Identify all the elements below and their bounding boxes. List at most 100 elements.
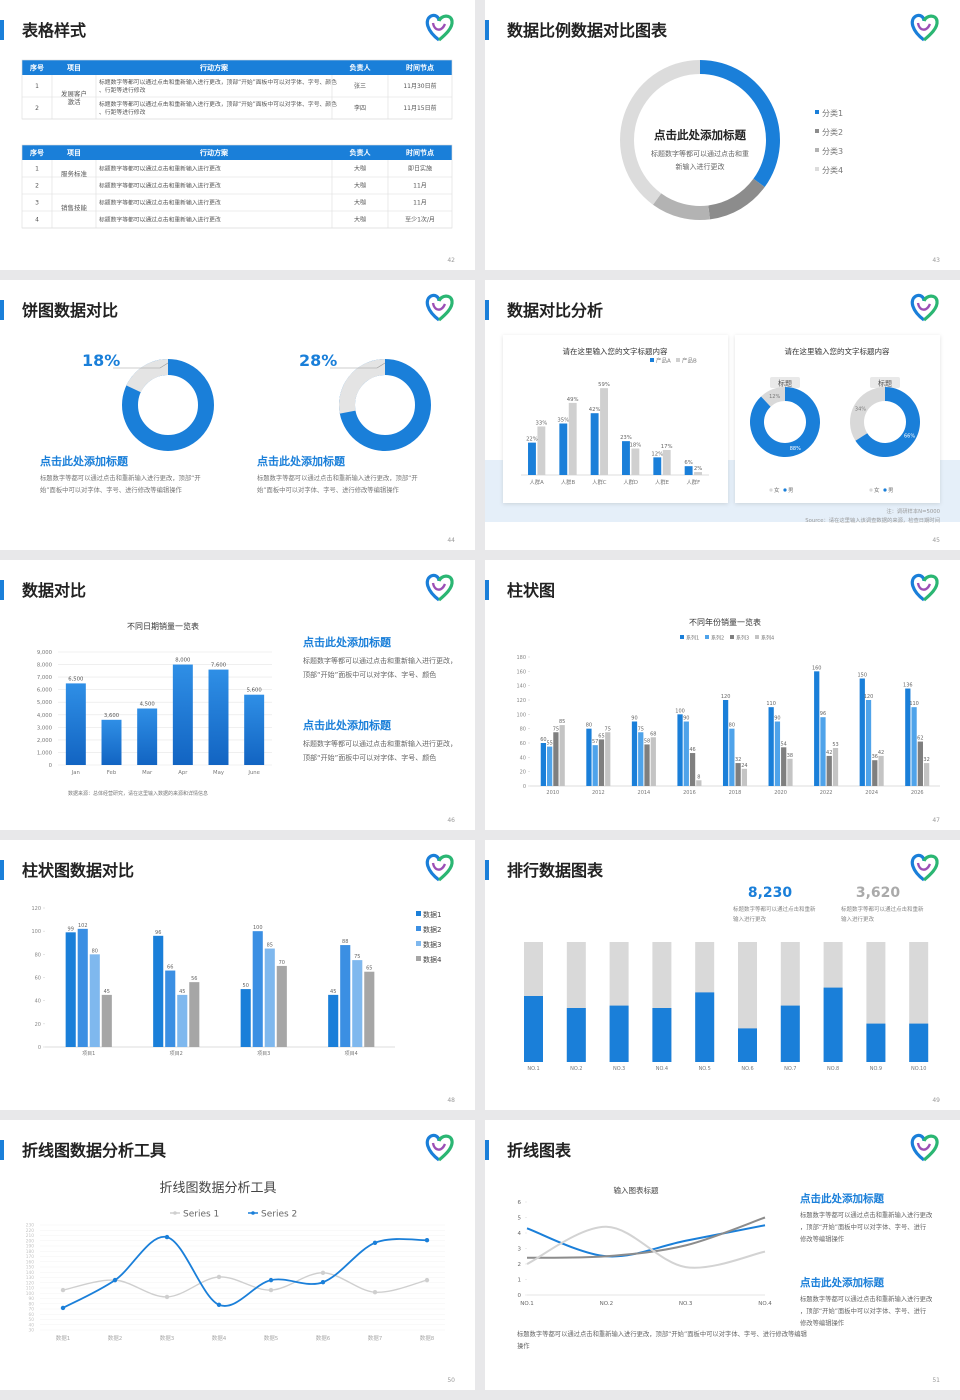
value-label: 65 [598, 733, 604, 739]
bar [547, 746, 553, 786]
table-cell: 11月30日前 [403, 82, 436, 90]
legend-label: 数据4 [423, 955, 442, 964]
value-label: 17% [661, 444, 673, 450]
x-tick-label: 人群F [687, 478, 701, 486]
value-label: 24 [741, 763, 747, 769]
y-tick-label: 5,000 [37, 700, 53, 706]
table-cell: 2 [35, 183, 39, 190]
x-tick-label: 人群E [655, 478, 670, 486]
legend-swatch [676, 358, 680, 362]
x-tick-label: 2018 [729, 790, 742, 796]
text-line: 标题数字等都可以通过点击和重新输入进行更改， [303, 739, 457, 748]
legend-label: Series 1 [183, 1210, 219, 1220]
bar [605, 732, 611, 786]
legend-swatch [416, 911, 421, 916]
value-label: 34% [855, 407, 866, 413]
value-label: 96 [820, 711, 826, 717]
x-tick-label: 数据6 [316, 1334, 331, 1342]
value-label: 80 [586, 723, 592, 729]
bar [208, 669, 229, 765]
logo-shape [922, 1134, 939, 1162]
y-tick-label: 80 [35, 952, 41, 958]
y-tick-label: 90 [29, 1296, 35, 1302]
y-tick-label: 0 [38, 1045, 41, 1051]
text-line: 输入进行更改 [841, 915, 875, 923]
donut-slice [652, 193, 711, 220]
value-label: 150 [857, 673, 867, 679]
bar [89, 954, 100, 1047]
value-label: 33% [535, 420, 547, 426]
legend-label: 产品A [656, 357, 671, 365]
value-label: 100 [253, 925, 263, 931]
value-label: 49% [567, 397, 579, 403]
footnote: 注：调研样本N=5000 [886, 507, 940, 515]
line-marker [60, 1287, 66, 1293]
logo [910, 293, 939, 322]
bar [537, 426, 546, 475]
logo-shape [910, 853, 926, 882]
logo-shape [922, 854, 939, 882]
donut-label: 标题 [778, 379, 792, 388]
slide-background [0, 1120, 475, 1390]
item-text: 标题数字等都可以通过点击和重新输入进行更改，顶部“开始”面板中可以对字体、字号、… [40, 473, 201, 494]
table-cell: 1 [35, 166, 39, 173]
bar [622, 441, 630, 475]
line-series [62, 1272, 428, 1298]
value-label: 65 [366, 966, 372, 972]
legend-dot [173, 1211, 177, 1215]
slide-title: 数据对比 [22, 581, 86, 600]
bar [328, 994, 339, 1047]
value-label: 85 [559, 719, 565, 725]
legend-swatch [416, 926, 421, 931]
legend-label: 系列2 [711, 635, 724, 642]
x-tick-label: NO.10 [911, 1066, 926, 1072]
legend-swatch [815, 148, 819, 152]
table-cell: 2 [35, 105, 39, 112]
x-tick-label: 2020 [774, 790, 787, 796]
slide-title: 排行数据图表 [507, 861, 604, 880]
table-cell: 标题数字等都可以通过点击和重新输入进行更改 [99, 182, 221, 190]
table-cell: 大咖 [354, 182, 366, 190]
block-title: 点击此处添加标题 [800, 1192, 884, 1205]
text-line: 服务标准 [61, 169, 88, 178]
title-accent [485, 860, 489, 880]
value-label: 42 [826, 750, 832, 756]
x-tick-label: NO.1 [527, 1066, 539, 1072]
logo-shape [425, 293, 441, 322]
bar [781, 747, 787, 786]
page-number: 45 [932, 537, 940, 544]
value-label: 59% [598, 382, 610, 388]
bar [586, 728, 592, 786]
y-tick-label: 220 [26, 1228, 34, 1234]
y-tick-label: 60 [520, 741, 526, 747]
page-number: 47 [932, 817, 940, 824]
value-label: 160 [812, 665, 822, 671]
line-marker [60, 1305, 66, 1311]
value-label: 90 [631, 716, 637, 722]
legend-swatch [416, 956, 421, 961]
logo-shape [437, 574, 454, 602]
bar [653, 457, 662, 475]
bar [540, 743, 547, 786]
text-line: 始”面板中可以对字体、字号、进行修改等编辑操作 [40, 485, 182, 494]
slide-title: 数据比例数据对比图表 [507, 21, 668, 40]
y-tick-label: 7,000 [37, 675, 53, 681]
logo-shape [910, 1133, 926, 1162]
block-title: 点击此处添加标题 [800, 1276, 884, 1289]
donut-slice [850, 387, 885, 441]
legend-label: 女 [874, 486, 880, 494]
y-tick-label: 40 [35, 999, 41, 1005]
donut-slice [855, 387, 920, 457]
text-line: 、行距等进行修改 [99, 108, 146, 116]
y-tick-label: 60 [35, 976, 41, 982]
value-label: 54 [781, 741, 787, 747]
logo [910, 1133, 939, 1162]
table-cell: 服务标准 [61, 169, 88, 178]
x-tick-label: 2024 [865, 790, 878, 796]
logo-shape [431, 302, 447, 311]
chart-title: 输入图表标题 [614, 1185, 659, 1195]
text-line: 标题数字等都可以通过点击和重新输入进行更改， [303, 656, 457, 665]
page-number: 43 [932, 257, 940, 264]
logo [425, 853, 454, 882]
table-cell: 11月 [413, 200, 427, 207]
